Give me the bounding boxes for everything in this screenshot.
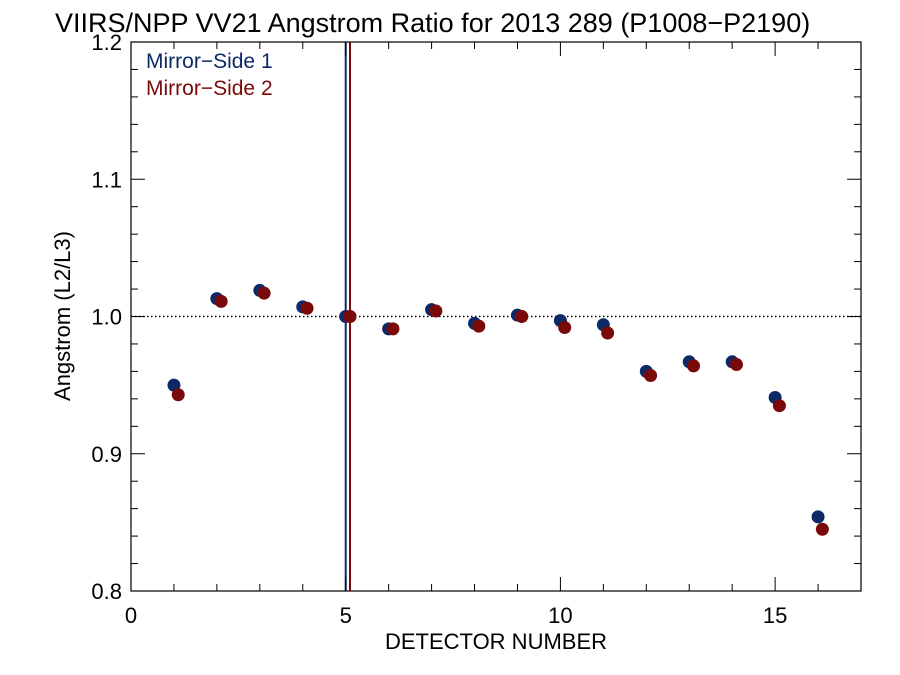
data-point-series-2 xyxy=(343,310,357,323)
data-point-series-2 xyxy=(729,358,743,372)
y-tick-label: 0.8 xyxy=(91,579,122,604)
data-point-series-2 xyxy=(687,359,701,373)
data-point-series-2 xyxy=(171,388,185,402)
x-axis-label: DETECTOR NUMBER xyxy=(385,629,607,654)
x-tick-label: 15 xyxy=(763,603,787,628)
y-tick-label: 1.2 xyxy=(91,30,122,55)
x-tick-label: 0 xyxy=(125,603,137,628)
tick-labels-group: 0 5 10 15 0.8 0.9 1.0 1.1 1.2 xyxy=(91,30,787,628)
data-points-group xyxy=(167,283,829,536)
data-point-series-2 xyxy=(429,304,443,318)
y-axis-label: Angstrom (L2/L3) xyxy=(50,231,75,401)
legend: Mirror−Side 1 Mirror−Side 2 xyxy=(146,50,273,100)
legend-entry-series-1: Mirror−Side 1 xyxy=(146,50,273,73)
legend-entry-series-2: Mirror−Side 2 xyxy=(146,77,273,100)
data-point-series-2 xyxy=(601,326,615,340)
data-point-series-1 xyxy=(811,510,825,524)
x-tick-label: 5 xyxy=(340,603,352,628)
data-point-series-2 xyxy=(772,399,786,413)
data-point-series-2 xyxy=(644,369,658,383)
y-tick-label: 1.1 xyxy=(91,167,122,192)
data-point-series-2 xyxy=(472,319,486,333)
data-point-series-2 xyxy=(386,322,400,336)
x-tick-label: 10 xyxy=(548,603,572,628)
data-point-series-2 xyxy=(257,286,271,300)
data-point-series-2 xyxy=(300,301,314,315)
y-tick-label: 1.0 xyxy=(91,305,122,330)
ticks-group xyxy=(130,41,862,592)
y-tick-label: 0.9 xyxy=(91,442,122,467)
data-point-series-2 xyxy=(558,320,572,334)
data-point-series-2 xyxy=(214,294,228,308)
data-point-series-2 xyxy=(515,310,529,323)
data-point-series-2 xyxy=(815,522,829,536)
chart-title: VIIRS/NPP VV21 Angstrom Ratio for 2013 2… xyxy=(55,8,810,38)
